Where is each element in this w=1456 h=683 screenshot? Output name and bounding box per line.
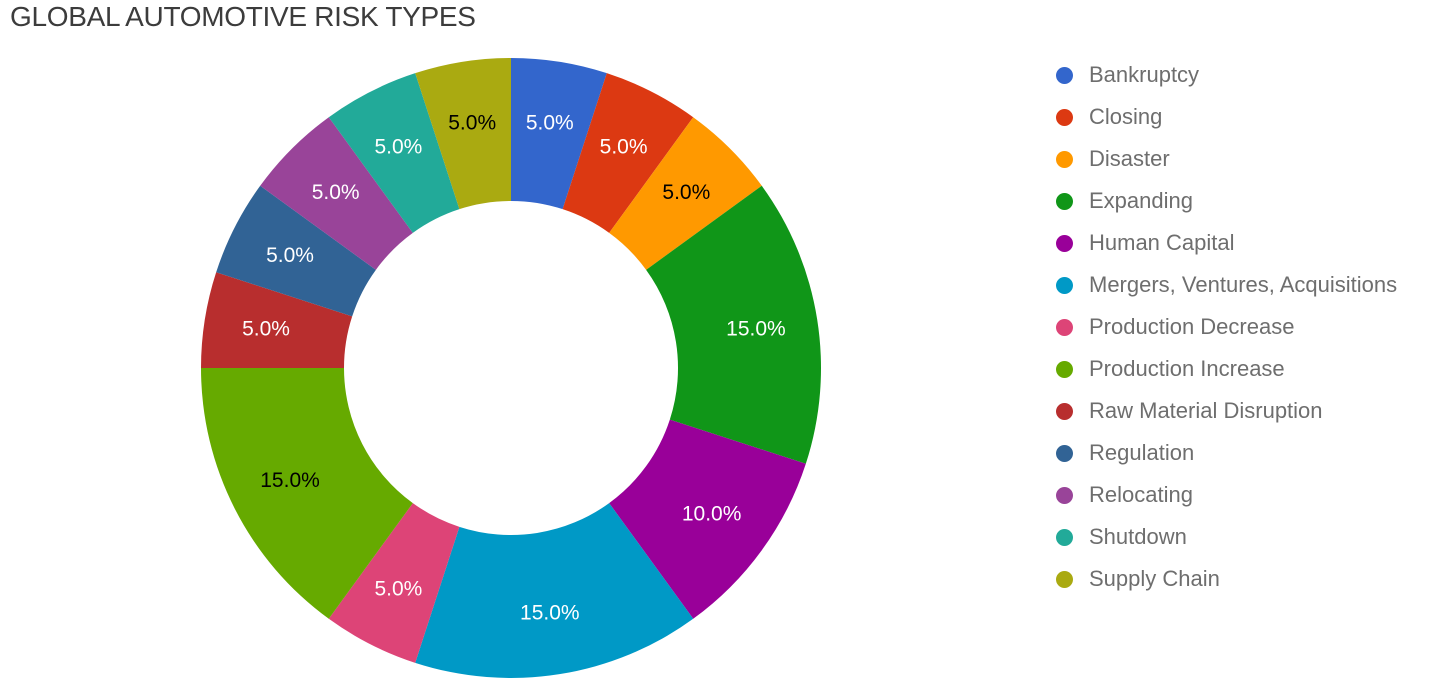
legend-item-label: Raw Material Disruption bbox=[1089, 398, 1323, 423]
legend-color-dot bbox=[1056, 570, 1073, 588]
legend-item[interactable]: Mergers, Ventures, Acquisitions bbox=[1056, 264, 1397, 306]
legend-color-dot bbox=[1056, 528, 1073, 546]
legend-item-label: Supply Chain bbox=[1089, 566, 1220, 591]
legend-color-dot bbox=[1056, 66, 1073, 84]
pie-slice[interactable] bbox=[415, 503, 694, 679]
legend-color-dot bbox=[1056, 150, 1073, 168]
legend-color-dot bbox=[1056, 234, 1073, 252]
legend-item[interactable]: Human Capital bbox=[1056, 222, 1397, 264]
legend-item[interactable]: Closing bbox=[1056, 96, 1397, 138]
legend-item-label: Mergers, Ventures, Acquisitions bbox=[1089, 272, 1398, 297]
pie-slice[interactable] bbox=[201, 368, 413, 619]
legend-item-label: Disaster bbox=[1089, 146, 1170, 171]
legend-item-label: Closing bbox=[1089, 104, 1163, 129]
pie-slice[interactable] bbox=[201, 272, 353, 368]
legend-item[interactable]: Relocating bbox=[1056, 474, 1397, 516]
legend-color-dot bbox=[1056, 444, 1073, 462]
pie-slice[interactable] bbox=[609, 419, 806, 619]
legend-item[interactable]: Regulation bbox=[1056, 432, 1397, 474]
legend-color-dot bbox=[1056, 276, 1073, 294]
legend-item[interactable]: Production Decrease bbox=[1056, 306, 1397, 348]
legend-item-label: Production Decrease bbox=[1089, 314, 1295, 339]
legend-item-label: Production Increase bbox=[1089, 356, 1285, 381]
legend-item[interactable]: Disaster bbox=[1056, 138, 1397, 180]
legend-item-label: Human Capital bbox=[1089, 230, 1235, 255]
legend-item-label: Expanding bbox=[1089, 188, 1193, 213]
legend-item[interactable]: Supply Chain bbox=[1056, 558, 1397, 600]
legend-item-label: Shutdown bbox=[1089, 524, 1187, 549]
pie-slice[interactable] bbox=[328, 503, 460, 663]
pie-slice[interactable] bbox=[511, 58, 607, 210]
pie-slice[interactable] bbox=[609, 117, 762, 270]
legend-item[interactable]: Shutdown bbox=[1056, 516, 1397, 558]
legend-item[interactable]: Bankruptcy bbox=[1056, 54, 1397, 96]
legend-item-label: Bankruptcy bbox=[1089, 62, 1200, 87]
pie-slice[interactable] bbox=[328, 73, 460, 233]
legend-color-dot bbox=[1056, 486, 1073, 504]
legend-color-dot bbox=[1056, 192, 1073, 210]
legend: Bankruptcy Closing Disaster Expanding Human … bbox=[1056, 54, 1397, 600]
legend-item[interactable]: Production Increase bbox=[1056, 348, 1397, 390]
chart-title: GLOBAL AUTOMOTIVE RISK TYPES bbox=[10, 1, 476, 32]
legend-color-dot bbox=[1056, 402, 1073, 420]
pie-slice[interactable] bbox=[562, 73, 694, 233]
pie-slice[interactable] bbox=[646, 185, 822, 464]
legend-item-label: Relocating bbox=[1089, 482, 1193, 507]
pie-slice[interactable] bbox=[216, 185, 376, 317]
legend-item[interactable]: Expanding bbox=[1056, 180, 1397, 222]
pie-slice[interactable] bbox=[260, 117, 413, 270]
legend-item[interactable]: Raw Material Disruption bbox=[1056, 390, 1397, 432]
legend-color-dot bbox=[1056, 360, 1073, 378]
legend-item-label: Regulation bbox=[1089, 440, 1195, 465]
legend-color-dot bbox=[1056, 108, 1073, 126]
pie-slice[interactable] bbox=[415, 58, 511, 210]
legend-color-dot bbox=[1056, 318, 1073, 336]
